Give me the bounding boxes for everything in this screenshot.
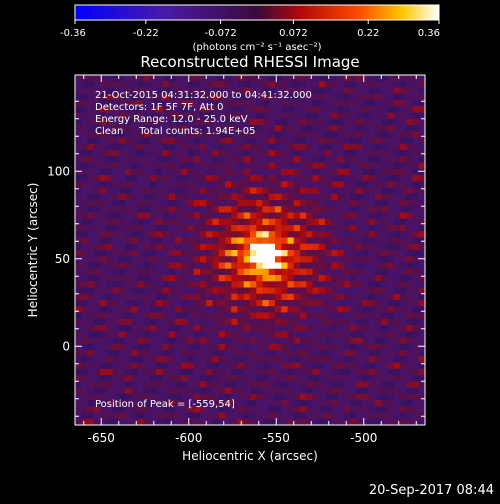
footer-timestamp: 20-Sep-2017 08:44 (369, 483, 494, 498)
colorbar-ticks (74, 20, 440, 24)
heatmap-image (75, 75, 425, 425)
x-tick-label: -550 (263, 431, 290, 445)
colorbar-tick-label: 0.072 (279, 28, 308, 39)
y-tick-label: 50 (55, 252, 70, 266)
colorbar (74, 4, 440, 21)
info-line-detectors: Detectors: 1F 5F 7F, Att 0 (95, 102, 223, 113)
peak-position-label: Position of Peak = [-559,54] (95, 399, 235, 410)
x-axis-label: Heliocentric X (arcsec) (182, 449, 318, 463)
colorbar-tick-label: -0.22 (133, 28, 159, 39)
info-line-time: 21-Oct-2015 04:31:32.000 to 04:41:32.000 (95, 90, 312, 101)
y-tick-label: 0 (62, 339, 70, 353)
colorbar-tick-label: 0.36 (418, 28, 440, 39)
colorbar-tick-label: -0.072 (204, 28, 236, 39)
x-tick-label: -650 (88, 431, 115, 445)
y-tick-label: 100 (47, 164, 70, 178)
colorbar-tick-label: 0.22 (357, 28, 379, 39)
plot-frame (74, 74, 426, 426)
info-line-counts: Clean Total counts: 1.94E+05 (95, 126, 255, 137)
info-line-energy: Energy Range: 12.0 - 25.0 keV (95, 114, 248, 125)
colorbar-unit-label: (photons cm⁻² s⁻¹ asec⁻²) (192, 42, 321, 53)
x-tick-label: -600 (175, 431, 202, 445)
chart-title: Reconstructed RHESSI Image (140, 53, 359, 71)
x-tick-label: -500 (350, 431, 377, 445)
y-axis-label: Heliocentric Y (arcsec) (26, 183, 40, 318)
info-annotation: 21-Oct-2015 04:31:32.000 to 04:41:32.000… (95, 90, 312, 137)
colorbar-tick-label: -0.36 (60, 28, 86, 39)
